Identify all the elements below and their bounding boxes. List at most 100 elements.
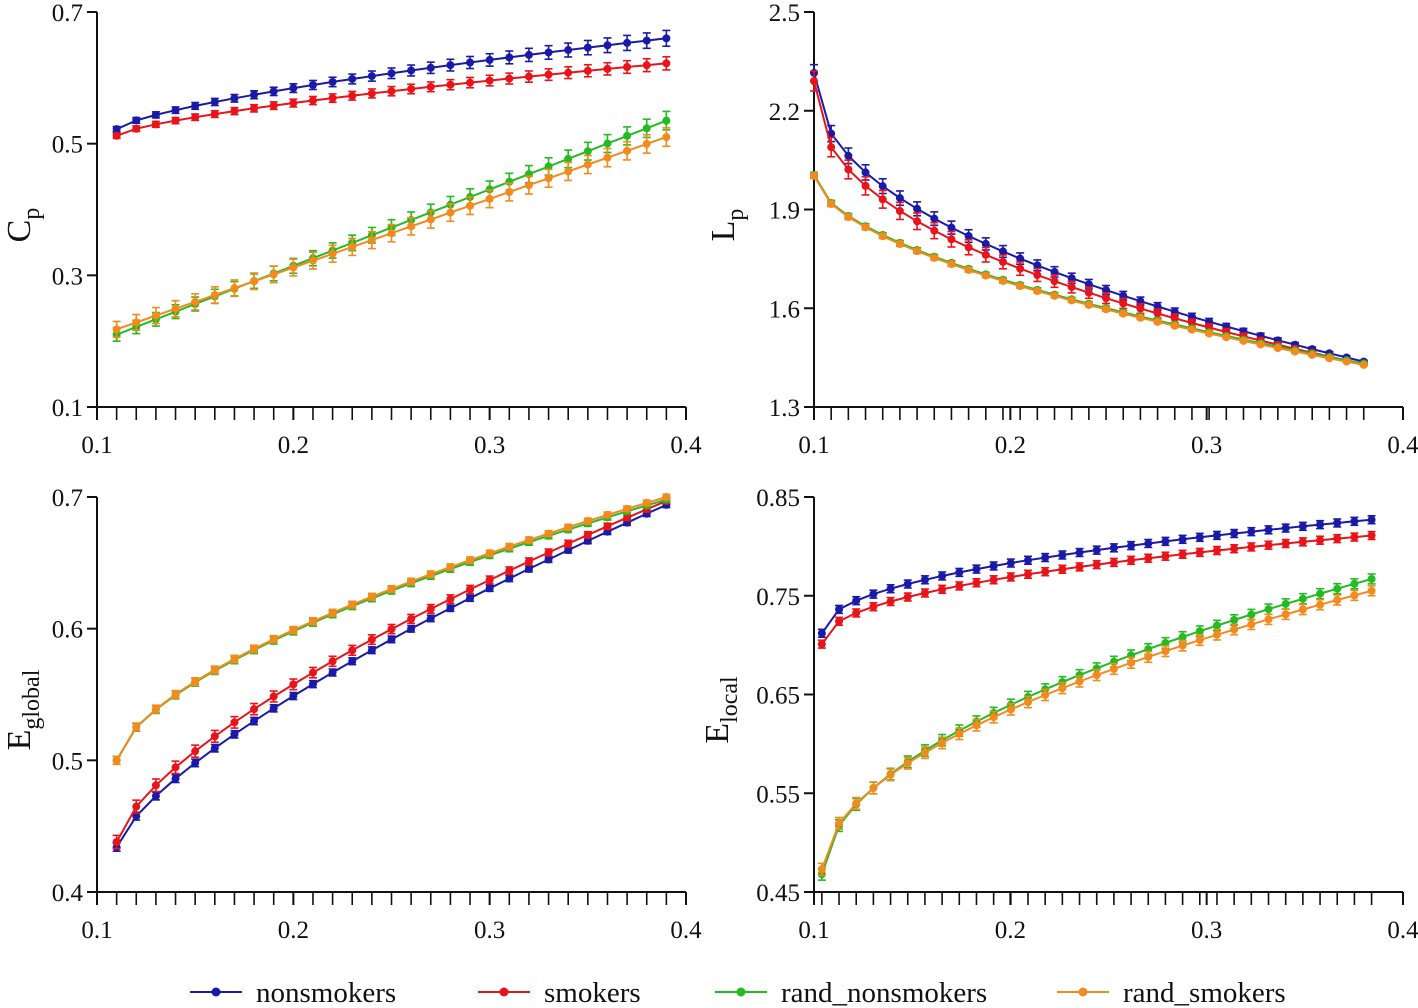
y-axis-title: Eglobal [1,669,45,750]
data-point [886,584,895,593]
data-point [308,617,317,626]
data-point [151,792,160,801]
data-point [878,182,887,191]
data-point [1350,533,1359,542]
data-point [1136,313,1145,322]
y-axis-title: Elocal [699,676,743,744]
data-point [603,522,612,531]
data-point [485,55,494,64]
data-point [1161,552,1170,561]
data-point [1136,304,1145,313]
data-point [810,77,818,86]
data-point [1230,625,1239,634]
legend-marker [499,987,509,997]
data-point [955,581,964,590]
data-point [1016,282,1025,291]
data-point [269,704,278,713]
y-tick-label: 0.85 [756,485,800,512]
data-point [1127,541,1136,550]
data-point [662,133,671,142]
data-point [662,34,671,43]
data-point [1050,277,1059,286]
data-point [989,713,998,722]
x-tick-label: 0.1 [81,432,112,459]
data-point [817,640,826,649]
data-point [817,629,826,638]
data-point [662,493,671,501]
data-point [387,229,396,238]
data-point [1024,570,1033,579]
data-point [1316,589,1325,598]
data-point [151,705,160,714]
data-point [972,565,981,574]
data-point [938,585,947,594]
y-tick-label: 2.2 [769,99,800,126]
data-point [210,97,219,106]
data-point [269,270,278,279]
data-point [348,74,357,83]
data-point [230,730,239,739]
x-tick-label: 0.4 [670,917,702,944]
y-tick-label: 0.45 [756,880,800,907]
data-point [1308,350,1317,359]
data-point [407,66,416,75]
data-point [524,50,533,59]
data-point [466,78,475,87]
data-point [1006,572,1015,581]
data-point [1041,553,1050,562]
data-point [308,680,317,689]
data-point [250,277,259,286]
data-point [964,243,973,252]
data-point [210,110,219,119]
data-point [210,732,219,741]
data-point [151,110,160,119]
data-point [642,139,651,148]
y-tick-label: 0.1 [52,395,83,422]
data-point [250,717,259,726]
data-point [1333,596,1342,605]
legend-label: smokers [544,977,641,1008]
data-point [564,539,573,548]
data-point [1016,264,1025,273]
data-point [1058,565,1067,574]
data-point [623,63,632,72]
data-point [1067,274,1076,283]
data-point [466,594,475,603]
data-point [662,116,671,125]
data-point [810,171,818,180]
series-line-rand_smokers [820,589,1372,870]
data-point [972,578,981,587]
data-point [1281,524,1290,533]
data-point [938,571,947,580]
data-point [1298,537,1307,546]
y-tick-label: 0.5 [52,132,83,159]
data-point [524,564,533,573]
data-point [485,194,494,203]
y-tick-label: 2.5 [769,0,800,27]
data-point [844,213,853,222]
series-rand_smokers [112,127,671,339]
data-point [1195,627,1204,636]
data-point [505,74,514,83]
legend-label: rand_smokers [1123,977,1286,1008]
series-line-rand_smokers [813,175,1364,366]
data-point [269,87,278,96]
data-point [583,160,592,169]
data-point [1212,531,1221,540]
data-point [869,602,878,611]
data-point [426,614,435,623]
data-point [1119,299,1128,308]
y-tick-label: 0.4 [52,880,84,907]
data-point [191,758,200,767]
x-tick-label: 0.2 [278,917,309,944]
chart-panel-bottom-left: 0.4 0.5 0.6 0.7 0.1 0.2 0.3 0.4 Eglobal [1,485,702,944]
data-point [407,614,416,623]
data-point [1067,283,1076,292]
data-point [1367,586,1376,595]
data-point [191,113,200,122]
data-point [886,597,895,606]
data-point [269,635,278,644]
data-point [603,41,612,50]
data-point [112,756,121,765]
data-point [1333,584,1342,593]
